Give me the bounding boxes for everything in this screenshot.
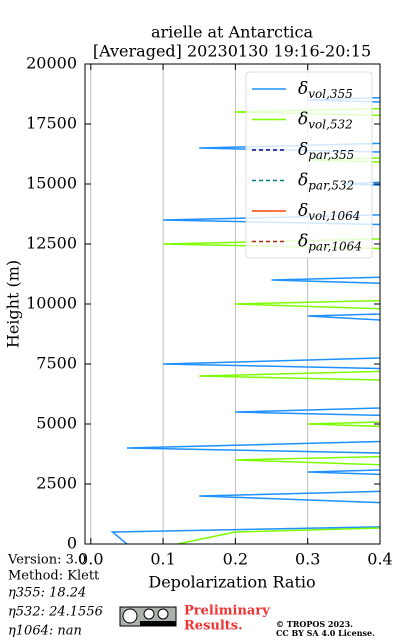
legend-label: δvol,1064 bbox=[298, 201, 360, 223]
legend: δvol,355 δvol,532 δpar,355 δpar,532 δvol,106… bbox=[245, 71, 373, 259]
copyright: © TROPOS 2023. bbox=[276, 619, 353, 629]
legend-label: δpar,355 bbox=[298, 140, 354, 162]
x-tick-label: 0.0 bbox=[78, 550, 103, 569]
info-line: Version: 3.0 bbox=[7, 553, 86, 568]
ticks: 0.0 0.1 0.2 0.3 0.4 0 2500 5000 7500 10000 12500 15… bbox=[26, 54, 393, 569]
legend-label: δvol,532 bbox=[298, 109, 353, 131]
footer-info: Version: 3.0 Method: Klett η355: 18.24 η… bbox=[7, 553, 103, 639]
y-tick-label: 7500 bbox=[36, 354, 77, 373]
y-tick-label: 10000 bbox=[26, 294, 77, 313]
cc-logo bbox=[119, 606, 177, 627]
legend-label: δpar,1064 bbox=[298, 231, 362, 253]
legend-label: δvol,355 bbox=[298, 79, 353, 101]
x-tick-label: 0.4 bbox=[367, 550, 392, 569]
y-axis-label: Height (m) bbox=[4, 260, 23, 348]
copyright: CC BY SA 4.0 License. bbox=[276, 628, 375, 638]
info-line: η355: 18.24 bbox=[8, 586, 86, 601]
y-tick-label: 5000 bbox=[36, 414, 77, 433]
x-tick-label: 0.3 bbox=[295, 550, 320, 569]
x-tick-label: 0.2 bbox=[223, 550, 248, 569]
info-line: η1064: nan bbox=[8, 624, 82, 639]
y-tick-label: 0 bbox=[67, 534, 77, 553]
x-axis-label: Depolarization Ratio bbox=[148, 573, 315, 592]
chart-title: arielle at Antarctica bbox=[151, 23, 314, 42]
info-line: η532: 24.1556 bbox=[8, 605, 103, 620]
legend-label: δpar,532 bbox=[298, 170, 354, 192]
y-tick-label: 15000 bbox=[26, 174, 77, 193]
preliminary-note: Preliminary bbox=[184, 604, 270, 619]
x-tick-label: 0.1 bbox=[150, 550, 175, 569]
y-tick-label: 2500 bbox=[36, 474, 77, 493]
preliminary-note: Results. bbox=[184, 619, 243, 634]
y-tick-label: 12500 bbox=[26, 234, 77, 253]
y-tick-label: 17500 bbox=[26, 114, 77, 133]
y-tick-label: 20000 bbox=[26, 54, 77, 73]
chart-subtitle: [Averaged] 20230130 19:16-20:15 bbox=[93, 42, 371, 61]
info-line: Method: Klett bbox=[8, 569, 100, 584]
series-line bbox=[163, 107, 380, 544]
